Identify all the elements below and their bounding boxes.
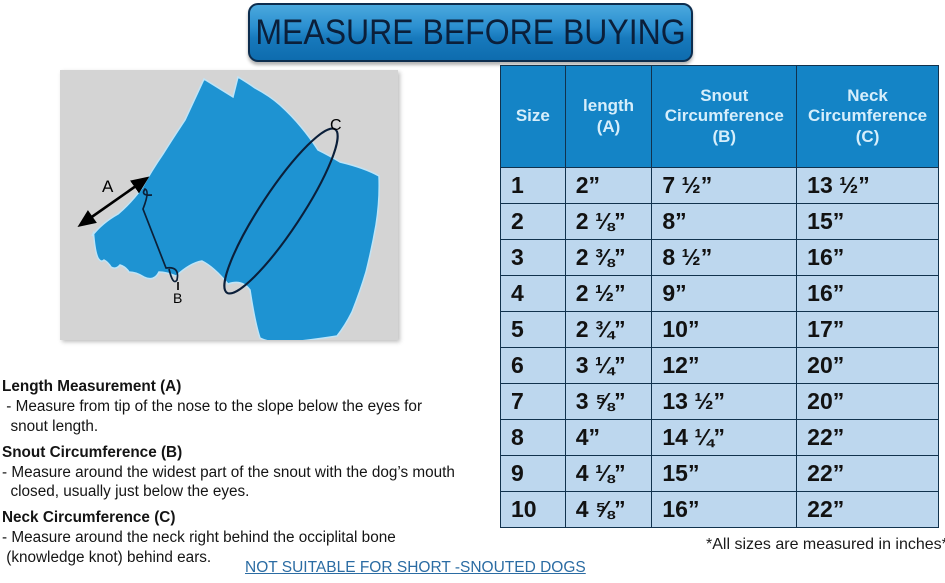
svg-text:A: A [102, 177, 114, 196]
svg-text:B: B [173, 290, 182, 306]
svg-text:C: C [330, 117, 342, 134]
